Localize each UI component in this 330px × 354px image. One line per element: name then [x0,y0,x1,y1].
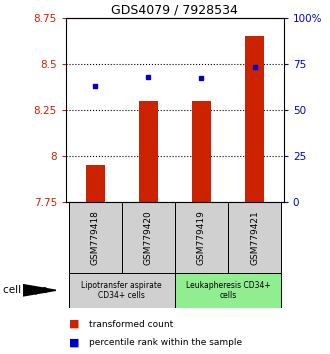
Bar [228,202,281,273]
Text: Lipotransfer aspirate
CD34+ cells: Lipotransfer aspirate CD34+ cells [82,281,162,300]
Bar [86,165,105,202]
Text: GSM779420: GSM779420 [144,210,153,264]
Text: cell type: cell type [3,285,48,295]
Title: GDS4079 / 7928534: GDS4079 / 7928534 [112,4,238,17]
Bar [139,101,158,202]
Bar [192,101,211,202]
Bar [122,202,175,273]
Text: ■: ■ [69,319,80,329]
Bar [175,202,228,273]
Text: GSM779418: GSM779418 [91,210,100,265]
Text: transformed count: transformed count [89,320,173,329]
Bar [245,36,264,202]
Bar [69,202,122,273]
Text: GSM779419: GSM779419 [197,210,206,265]
Bar [69,273,175,308]
Text: GSM779421: GSM779421 [250,210,259,264]
Text: Leukapheresis CD34+
cells: Leukapheresis CD34+ cells [186,281,270,300]
Bar [175,273,281,308]
Polygon shape [23,285,56,296]
Text: ■: ■ [69,337,80,348]
Text: percentile rank within the sample: percentile rank within the sample [89,338,242,347]
